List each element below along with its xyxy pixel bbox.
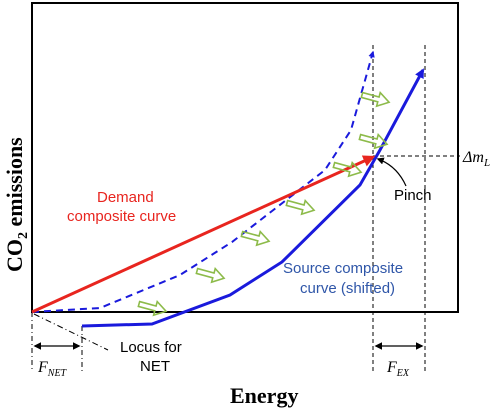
x-axis-label: Energy (230, 383, 298, 408)
pinch-pointer-arrow (376, 157, 407, 187)
net-locus-line (33, 313, 109, 351)
demand-label-line2: composite curve (67, 208, 176, 225)
demand-label-line1: Demand (97, 189, 154, 206)
shift-arrow-2 (195, 267, 226, 284)
fex-label: FEX (386, 359, 410, 379)
source-curve-original (31, 50, 375, 313)
fnet-label: FNET (37, 359, 68, 379)
delta-m-sub: L (483, 157, 490, 169)
y-axis-label-main: CO (2, 239, 27, 272)
delta-m-label: ΔmL (462, 149, 490, 169)
y-axis-label-sub: 2 (16, 232, 31, 239)
locus-label-line1: Locus for (120, 339, 182, 356)
shift-arrow-4 (285, 199, 316, 216)
y-axis-label-rest: emissions (2, 137, 27, 232)
y-axis-label: CO2 emissions (2, 137, 31, 272)
fex-sub: EX (396, 368, 410, 379)
delta-m-main: Δm (462, 149, 484, 166)
shift-arrows (137, 91, 391, 317)
pinch-label: Pinch (394, 187, 432, 204)
shift-arrow-1 (137, 300, 168, 317)
shift-arrow-3 (240, 230, 271, 247)
shift-arrow-5 (332, 161, 363, 178)
source-curve-shifted (81, 68, 425, 328)
locus-label-line2: NET (140, 358, 170, 375)
plot-frame (31, 2, 459, 313)
fnet-sub: NET (47, 368, 68, 379)
source-label-line1: Source composite (283, 260, 403, 277)
shift-arrow-6 (358, 133, 389, 150)
shift-arrow-7 (360, 91, 391, 108)
source-label-line2: curve (shifted) (300, 280, 395, 297)
fnet-main: F (37, 359, 48, 376)
demand-curve (31, 155, 376, 314)
fex-main: F (386, 359, 397, 376)
